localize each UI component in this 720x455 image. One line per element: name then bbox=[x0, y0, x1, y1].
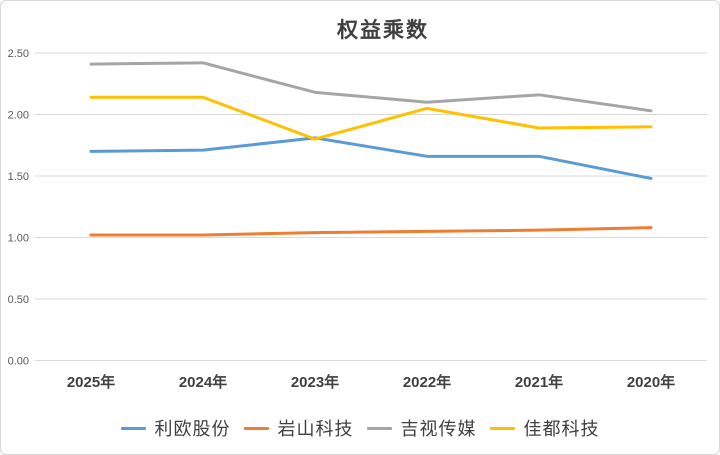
series-line-0 bbox=[89, 136, 653, 180]
y-tick-label: 0.50 bbox=[8, 294, 29, 306]
x-axis-label: 2023年 bbox=[291, 373, 339, 391]
x-axis-label: 2022年 bbox=[403, 373, 451, 391]
x-axis-label: 2020年 bbox=[627, 373, 675, 391]
legend-label: 吉视传媒 bbox=[400, 419, 477, 439]
legend-swatch bbox=[243, 426, 269, 430]
series-line-3 bbox=[89, 95, 653, 141]
y-tick-label: 2.50 bbox=[8, 48, 29, 60]
x-axis-label: 2025年 bbox=[67, 373, 115, 391]
legend-label: 佳都科技 bbox=[523, 419, 600, 439]
y-tick-label: 2.00 bbox=[8, 110, 29, 122]
legend-swatch bbox=[366, 426, 392, 430]
chart-title: 权益乘数 bbox=[337, 18, 429, 42]
y-tick-label: 0.00 bbox=[8, 356, 29, 368]
legend-item: 岩山科技 bbox=[243, 415, 354, 441]
x-axis-label: 2024年 bbox=[179, 373, 227, 391]
legend-label: 岩山科技 bbox=[277, 419, 354, 439]
x-axis-label: 2021年 bbox=[515, 373, 563, 391]
legend-swatch bbox=[489, 426, 515, 430]
legend-swatch bbox=[120, 426, 146, 430]
legend-item: 佳都科技 bbox=[489, 415, 600, 441]
y-tick-label: 1.50 bbox=[8, 171, 29, 183]
y-tick-label: 1.00 bbox=[8, 233, 29, 245]
series-line-2 bbox=[89, 61, 653, 113]
series-line-1 bbox=[89, 226, 653, 237]
legend: 利欧股份 岩山科技 吉视传媒 佳都科技 bbox=[1, 415, 719, 441]
legend-item: 吉视传媒 bbox=[366, 415, 477, 441]
legend-item: 利欧股份 bbox=[120, 415, 231, 441]
legend-label: 利欧股份 bbox=[154, 419, 231, 439]
